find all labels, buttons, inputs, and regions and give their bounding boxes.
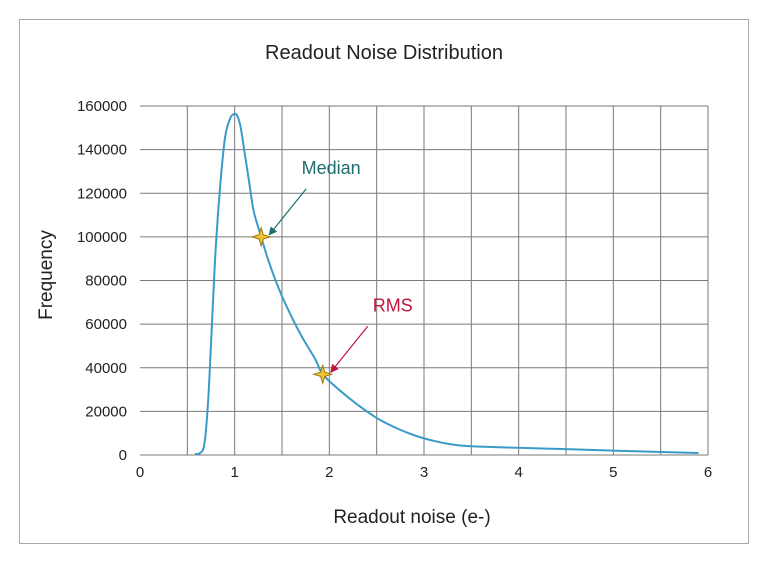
y-tick-label: 160000 [77,98,127,115]
y-axis-label: Frequency [36,230,57,320]
x-tick-label: 6 [704,464,712,481]
annotation-label: Median [302,158,361,178]
annotation-label: RMS [373,295,413,315]
y-tick-label: 100000 [77,229,127,246]
annotation-marker [250,226,272,248]
series-line [194,112,699,456]
y-gridlines [140,105,708,456]
y-tick-label: 60000 [85,316,127,333]
x-tick-label: 1 [230,464,238,481]
x-tick-labels: 0 1 2 3 4 5 6 [136,464,712,481]
x-tick-label: 4 [514,464,522,481]
annotation-arrow [268,188,307,236]
y-tick-label: 20000 [85,403,127,420]
y-tick-label: 140000 [77,142,127,159]
x-tick-label: 5 [609,464,617,481]
x-axis-label: Readout noise (e-) [333,507,490,528]
y-tick-label: 120000 [77,185,127,202]
y-tick-label: 80000 [85,273,127,290]
chart-title: Readout Noise Distribution [265,42,503,64]
y-tick-labels: 0 20000 40000 60000 80000 100000 120000 140000 1… [77,98,127,464]
x-tick-label: 0 [136,464,144,481]
y-tick-label: 0 [119,447,127,464]
annotations: Median RMS [250,158,413,385]
x-tick-label: 3 [420,464,428,481]
plot-area: 0 1 2 3 4 5 6 0 20000 40000 60000 80000 100000 12000… [77,98,712,481]
x-tick-label: 2 [325,464,333,481]
annotation-arrow [330,325,369,373]
y-tick-label: 40000 [85,360,127,377]
annotation-marker [312,363,334,385]
